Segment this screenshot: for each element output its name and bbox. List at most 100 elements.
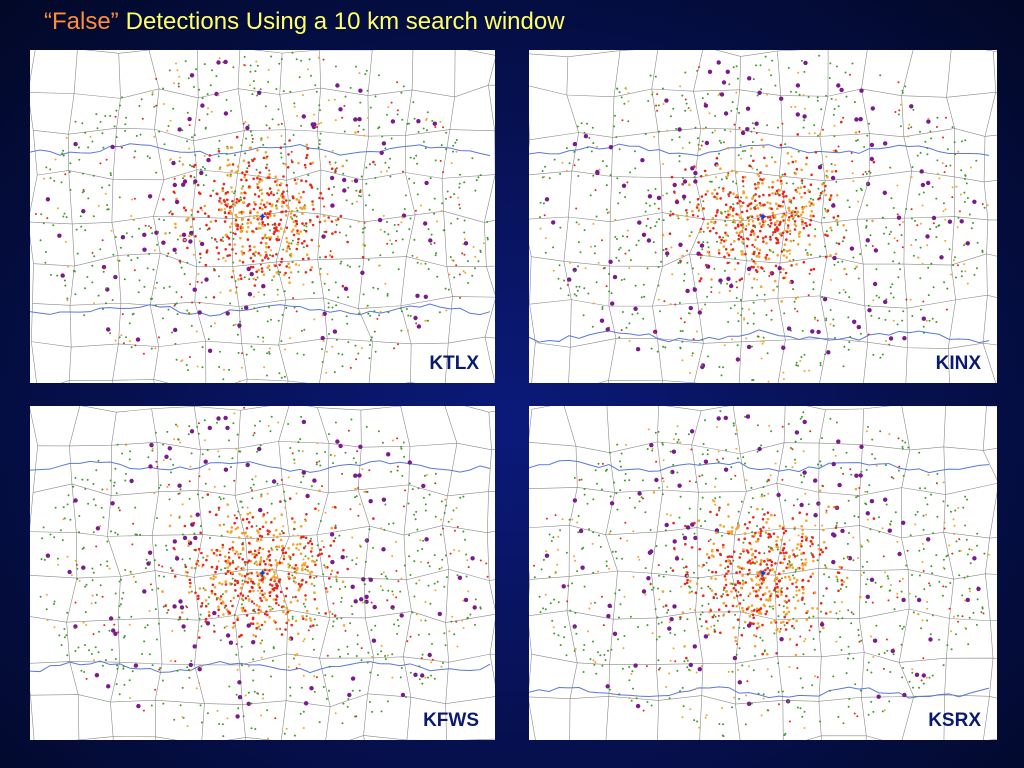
- detection-dot: [198, 240, 201, 243]
- detection-dot: [215, 75, 218, 78]
- detection-dot: [726, 209, 730, 213]
- detection-dot: [898, 109, 901, 112]
- detection-dot: [795, 190, 799, 194]
- detection-dot: [415, 154, 418, 157]
- detection-dot: [142, 589, 147, 594]
- detection-dot: [222, 256, 225, 260]
- detection-dot: [164, 232, 167, 235]
- detection-dot: [296, 229, 299, 232]
- detection-dot: [351, 536, 354, 539]
- map: ✦: [30, 50, 495, 383]
- detection-dot: [692, 338, 695, 341]
- detection-dot: [280, 205, 284, 208]
- detection-dot: [770, 222, 773, 225]
- detection-dot: [229, 600, 232, 602]
- detection-dot: [178, 616, 182, 619]
- detection-dot: [282, 190, 285, 194]
- detection-dot: [103, 624, 106, 627]
- detection-dot: [335, 580, 338, 583]
- detection-dot: [74, 120, 77, 123]
- detection-dot: [268, 530, 271, 533]
- detection-dot: [702, 127, 705, 130]
- detection-dot: [244, 563, 247, 566]
- detection-dot: [759, 285, 763, 288]
- detection-dot: [914, 219, 916, 222]
- detection-dot: [114, 658, 117, 660]
- detection-dot: [108, 616, 114, 621]
- detection-dot: [486, 238, 489, 241]
- detection-dot: [748, 202, 751, 206]
- detection-dot: [251, 616, 255, 620]
- detection-dot: [781, 345, 786, 350]
- state-line: [30, 143, 491, 157]
- detection-dot: [131, 543, 134, 546]
- detection-dot: [837, 589, 840, 593]
- detection-dot: [270, 55, 273, 58]
- detection-dot: [716, 60, 721, 65]
- detection-dot: [695, 330, 698, 333]
- detection-dot: [110, 229, 113, 232]
- detection-dot: [73, 627, 76, 630]
- detection-dot: [288, 609, 291, 612]
- detection-dot: [168, 285, 171, 288]
- detection-dot: [820, 108, 823, 111]
- detection-dot: [285, 204, 289, 207]
- detection-dot: [766, 201, 769, 204]
- detection-dot: [358, 265, 361, 268]
- detection-dot: [916, 224, 919, 227]
- detection-dot: [92, 498, 95, 501]
- detection-dot: [409, 217, 412, 220]
- detection-dot: [795, 643, 799, 647]
- detection-dot: [226, 158, 230, 162]
- detection-dot: [224, 215, 228, 219]
- detection-dot: [244, 121, 247, 124]
- detection-dot: [280, 156, 283, 159]
- detection-dot: [173, 438, 176, 441]
- detection-dot: [745, 225, 748, 227]
- detection-dot: [851, 172, 854, 175]
- detection-dot: [605, 184, 608, 187]
- detection-dot: [884, 464, 887, 467]
- detection-dot: [601, 308, 604, 310]
- detection-dot: [311, 638, 314, 640]
- detection-dot: [268, 569, 271, 572]
- detection-dot: [299, 230, 303, 233]
- detection-dot: [821, 190, 824, 193]
- detection-dot: [229, 174, 232, 178]
- detection-dot: [386, 294, 389, 297]
- detection-dot: [261, 221, 265, 224]
- detection-dot: [256, 186, 260, 189]
- detection-dot: [430, 674, 433, 677]
- detection-dot: [714, 503, 717, 506]
- detection-dot: [315, 676, 318, 679]
- detection-dot: [309, 686, 314, 691]
- detection-dot: [303, 207, 307, 210]
- detection-dot: [304, 568, 307, 571]
- detection-dot: [167, 125, 170, 127]
- detection-dot: [108, 184, 111, 187]
- detection-dot: [745, 337, 748, 340]
- detection-dot: [646, 217, 649, 220]
- detection-dot: [363, 226, 366, 229]
- detection-dot: [773, 514, 776, 517]
- detection-dot: [241, 253, 244, 256]
- detection-dot: [193, 134, 196, 137]
- detection-dot: [855, 189, 858, 192]
- detection-dot: [201, 366, 204, 369]
- detection-dot: [136, 256, 139, 259]
- detection-dot: [310, 238, 314, 242]
- detection-dot: [794, 160, 798, 163]
- detection-dot: [329, 544, 333, 547]
- detection-dot: [277, 319, 280, 322]
- detection-dot: [426, 111, 429, 114]
- detection-dot: [178, 259, 182, 263]
- detection-dot: [608, 290, 611, 293]
- detection-dot: [573, 164, 576, 167]
- detection-dot: [73, 141, 78, 147]
- detection-dot: [204, 599, 208, 602]
- detection-dot: [882, 555, 885, 558]
- detection-dot: [745, 127, 750, 132]
- detection-dot: [239, 274, 242, 277]
- detection-dot: [762, 224, 765, 227]
- detection-dot: [232, 596, 236, 600]
